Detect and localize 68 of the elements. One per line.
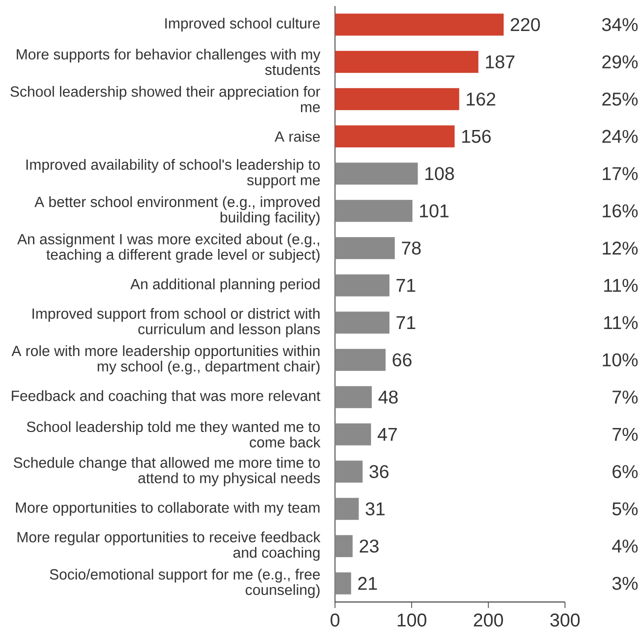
x-tick-label: 300 [550,614,580,627]
y-tick-label: School leadership told me they wanted me to come back [26,421,320,448]
data-label: 78 [402,242,421,255]
bar [335,237,395,260]
bar [335,535,353,558]
text: 5% [612,502,638,516]
bar [335,125,455,148]
text: 11% [604,316,638,330]
bar [335,274,390,296]
text: 24% [602,130,638,143]
bar [335,572,352,594]
text: 16% [602,204,638,218]
text: 34% [602,18,638,32]
text: 25% [602,92,638,106]
x-tick-label: 0 [330,614,340,627]
text: 4% [612,540,638,553]
data-label: 220 [510,18,540,32]
data-label: 36 [370,465,388,478]
data-label: 71 [396,279,416,292]
y-tick-label: More regular opportunities to receive feedback and coaching [18,532,320,561]
y-tick-label: Improved school culture [165,18,320,32]
bar [335,386,372,408]
y-tick-label: More supports for behavior challenges with my students [16,48,320,75]
data-label: 187 [486,55,514,68]
y-tick-label: An assignment I was more excited about (e.g., teaching a different grade level or subject) [17,234,320,263]
y-tick-label: A better school environment (e.g., improved building facility) [34,196,320,226]
data-label: 101 [420,204,448,218]
y-tick-label: An additional planning period [130,278,320,292]
data-label: 21 [358,576,377,590]
data-label: 71 [396,316,416,329]
y-tick-label: Socio/emotional support for me (e.g., free counseling) [50,568,320,598]
bar [335,498,359,520]
bar [335,348,386,371]
data-label: 31 [366,502,385,516]
text: 10% [602,353,638,366]
y-tick-label: More opportunities to collaborate with my team [16,502,320,516]
bar [335,460,363,483]
data-label: 162 [466,92,496,106]
y-tick-label: Feedback and coaching that was more relevant [12,390,320,404]
text: 7% [612,428,638,441]
bar [335,423,372,446]
data-label: 23 [360,540,379,553]
data-label: 48 [378,390,398,404]
text: 7% [612,390,638,404]
bar [335,50,478,73]
text: 11% [604,278,638,292]
y-tick-label: A raise [274,130,320,142]
data-label: 156 [462,130,491,143]
y-tick-label: Improved support from school or district with curriculum and lesson plans [32,308,320,338]
text: 6% [612,465,638,478]
bar [335,88,460,110]
x-tick-label: 100 [398,614,426,627]
bar [335,162,418,185]
bar [335,312,390,334]
text: 29% [602,55,638,68]
data-label: 66 [392,353,412,366]
data-label: 108 [425,167,454,180]
text: 3% [612,576,638,590]
text: 17% [602,167,638,180]
y-tick-label: School leadership showed their appreciation for me [10,86,320,112]
y-tick-label: Schedule change that allowed me more time to attend to my physical needs [14,457,320,486]
y-tick-label: A role with more leadership opportunities within my school (e.g., department chair) [12,345,320,374]
data-label: 47 [378,428,397,441]
bar [335,14,504,36]
x-tick-label: 200 [474,614,503,627]
bar [335,200,412,222]
text: 12% [602,242,638,255]
y-tick-label: Improved availability of school's leadership to support me [26,159,320,188]
